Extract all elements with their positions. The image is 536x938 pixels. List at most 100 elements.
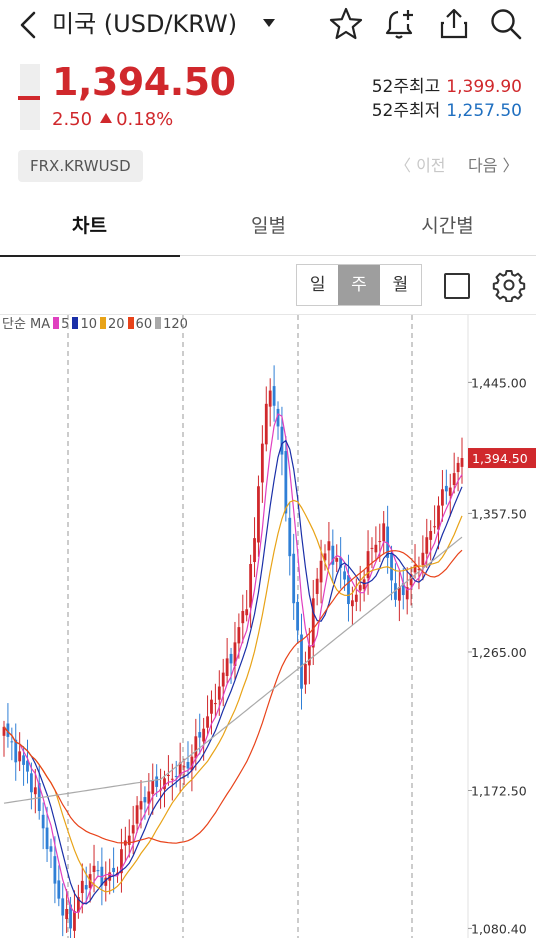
caret-down-icon[interactable]: [262, 16, 276, 30]
candle-body: [241, 610, 245, 624]
candle-body: [237, 627, 241, 644]
candle-body: [2, 726, 6, 736]
candle-body: [61, 898, 65, 916]
candle-body: [425, 537, 429, 554]
candle-body: [382, 523, 386, 542]
tab-daily[interactable]: 일별: [251, 215, 286, 237]
next-button[interactable]: 다음 〉: [468, 156, 519, 175]
y-tick-label: 1,172.50: [471, 783, 527, 798]
price-chart[interactable]: 1,445.00 1,357.50 1,265.00 1,172.50 1,080.40…: [0, 315, 536, 938]
period-month-button[interactable]: 월: [379, 265, 421, 305]
legend-ma5: 5: [61, 317, 70, 332]
y-tick-label: 1,445.00: [471, 375, 527, 390]
up-triangle-icon: [100, 113, 113, 123]
candle-body: [264, 403, 268, 445]
legend-swatch-ma60: [127, 317, 134, 329]
prev-button[interactable]: 〈 이전: [395, 156, 446, 175]
candle-body: [370, 547, 374, 549]
week52-low-label: 52주최저: [371, 101, 441, 121]
share-icon[interactable]: [436, 6, 472, 42]
candle-body: [390, 553, 393, 581]
fullscreen-icon[interactable]: [444, 273, 470, 299]
candle-body: [221, 672, 225, 687]
candle-body: [49, 846, 53, 852]
candle-body: [280, 426, 284, 455]
candle-body: [6, 723, 10, 737]
bell-plus-icon[interactable]: [382, 6, 418, 42]
legend-ma20: 20: [108, 317, 125, 332]
candle-body: [170, 778, 174, 780]
candle-body: [362, 579, 366, 590]
candle-body: [76, 897, 80, 913]
candle-body: [120, 849, 123, 874]
y-tick-label: 1,265.00: [471, 645, 527, 660]
ma60-line: [3, 549, 463, 844]
candle-body: [335, 558, 339, 562]
star-icon[interactable]: [328, 6, 364, 42]
view-tabs: 차트 일별 시간별: [0, 198, 536, 256]
candle-body: [452, 473, 456, 486]
candle-body: [210, 699, 213, 714]
candle-body: [327, 541, 331, 551]
candle-body: [354, 594, 358, 602]
candle-body: [73, 911, 76, 931]
period-day-button[interactable]: 일: [297, 265, 339, 305]
candle-body: [65, 908, 69, 920]
ma20-line: [3, 499, 463, 893]
candle-body: [409, 574, 413, 586]
candle-body: [319, 560, 323, 583]
tab-chart[interactable]: 차트: [72, 215, 107, 237]
week52-low: 52주최저 1,257.50: [372, 100, 522, 122]
candle-body: [131, 825, 135, 834]
legend-ma120: 120: [163, 317, 188, 332]
page-title[interactable]: 미국 (USD/KRW): [52, 10, 238, 38]
candle-body: [198, 732, 202, 738]
candle-body: [292, 553, 296, 604]
candle-body: [100, 866, 104, 886]
candle-body: [405, 587, 409, 600]
candle-body: [444, 485, 448, 492]
candle-body: [151, 780, 155, 794]
candle-body: [202, 728, 206, 742]
price-indicator: [18, 96, 40, 100]
legend-title: 단순 MA: [2, 317, 51, 332]
candle-body: [225, 658, 229, 676]
candle-body: [394, 583, 397, 600]
candle-body: [304, 663, 307, 685]
tab-hourly[interactable]: 시간별: [421, 215, 474, 237]
candle-body: [190, 756, 194, 771]
gear-icon[interactable]: [492, 268, 526, 302]
period-week-button[interactable]: 주: [338, 265, 380, 305]
candle-body: [182, 766, 186, 768]
week52-high-label: 52주최고: [371, 77, 441, 97]
chevron-left-icon[interactable]: [14, 8, 44, 42]
candle-body: [127, 835, 131, 845]
candle-body: [339, 557, 343, 568]
search-icon[interactable]: [488, 6, 524, 42]
candle-body: [135, 805, 139, 824]
chart-grid: [67, 315, 469, 938]
candle-body: [57, 880, 61, 899]
candle-body: [96, 870, 100, 872]
candle-body: [178, 762, 182, 776]
candle-body: [315, 578, 319, 594]
active-tab-indicator: [0, 255, 180, 257]
current-price: 1,394.50: [52, 60, 236, 104]
candle-body: [401, 583, 405, 596]
candle-body: [284, 451, 288, 514]
candle-body: [441, 489, 444, 506]
legend-swatch-ma20: [100, 317, 106, 329]
ma-legend: 단순 MA 5 10 20 60 120: [2, 316, 188, 334]
candle-body: [229, 653, 233, 664]
candle-body: [397, 587, 401, 601]
current-price-label: 1,394.50: [472, 451, 528, 466]
price-change: 2.50 0.18%: [52, 108, 173, 132]
candle-body: [448, 487, 452, 496]
candle-body: [260, 443, 264, 483]
candle-body: [22, 755, 25, 765]
legend-swatch-ma120: [155, 317, 162, 329]
candle-body: [307, 645, 311, 666]
ma10-line: [3, 439, 463, 905]
candle-body: [417, 568, 421, 570]
candle-body: [143, 797, 147, 803]
